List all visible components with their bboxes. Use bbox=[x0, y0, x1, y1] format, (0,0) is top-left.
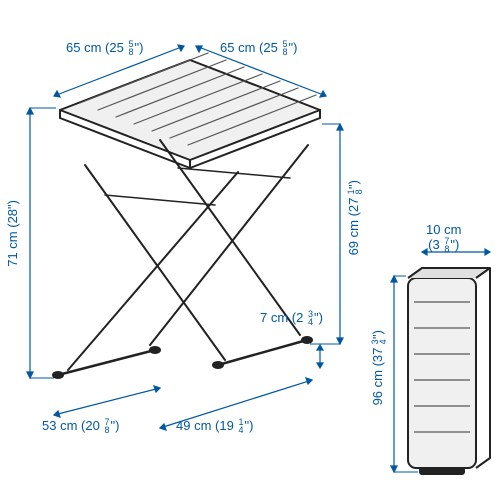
dim-height-right: 69 cm (27 18") bbox=[346, 180, 364, 255]
dim-folded-thick: 10 cm (3 78") bbox=[426, 222, 461, 253]
dim-folded-height: 96 cm (37 34") bbox=[370, 330, 388, 405]
dim-height-left: 71 cm (28") bbox=[5, 200, 20, 267]
dim-foot-depth: 49 cm (19 14") bbox=[176, 418, 253, 434]
dim-foot-width: 53 cm (20 78") bbox=[42, 418, 119, 434]
dim-top-depth: 65 cm (25 58") bbox=[66, 40, 143, 56]
dim-top-width: 65 cm (25 58") bbox=[220, 40, 297, 56]
dim-clearance: 7 cm (2 34") bbox=[260, 310, 323, 326]
